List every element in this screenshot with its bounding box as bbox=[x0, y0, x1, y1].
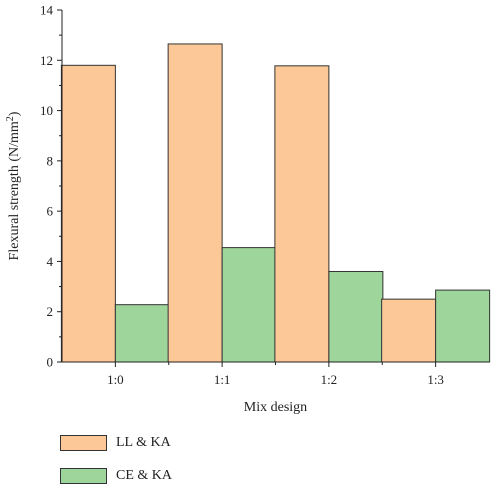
y-tick-label: 2 bbox=[47, 304, 54, 319]
legend-label-ll-ka: LL & KA bbox=[116, 435, 171, 450]
x-tick-label: 1:2 bbox=[321, 372, 338, 387]
y-tick-label: 10 bbox=[40, 103, 53, 118]
bar-ll-ka-2 bbox=[167, 43, 223, 363]
x-axis-ticks: 1:0 1:1 1:2 1:3 bbox=[107, 362, 444, 387]
bar-ll-ka-3 bbox=[274, 65, 330, 363]
x-tick-label: 1:1 bbox=[214, 372, 231, 387]
bar-ce-ka-4 bbox=[435, 289, 491, 363]
bar-ce-ka-3 bbox=[328, 270, 384, 363]
legend-item-ll-ka: LL & KA bbox=[60, 433, 172, 453]
y-tick-label: 6 bbox=[47, 204, 54, 219]
bar-ce-ka-2 bbox=[221, 247, 277, 363]
legend: LL & KA CE & KA bbox=[60, 433, 172, 499]
y-tick-label: 4 bbox=[47, 254, 54, 269]
bar-ll-ka-1 bbox=[60, 64, 116, 363]
y-tick-label: 14 bbox=[40, 3, 54, 18]
bar-ll-ka-4 bbox=[381, 298, 437, 363]
y-axis-title-close: ) bbox=[7, 111, 22, 116]
y-axis-title-superscript: 2 bbox=[5, 116, 16, 121]
legend-label-ce-ka: CE & KA bbox=[116, 468, 172, 483]
y-axis-ticks: 0 2 4 6 8 10 12 14 bbox=[40, 3, 62, 370]
x-tick-label: 1:0 bbox=[107, 372, 124, 387]
y-axis-title-main: Flexural strength (N/mm bbox=[7, 121, 22, 260]
legend-item-ce-ka: CE & KA bbox=[60, 466, 172, 486]
x-axis-title: Mix design bbox=[244, 400, 307, 415]
legend-swatch-ce-ka bbox=[60, 468, 107, 484]
y-tick-label: 0 bbox=[47, 355, 54, 370]
y-tick-label: 8 bbox=[47, 153, 54, 168]
y-tick-label: 12 bbox=[40, 53, 53, 68]
legend-swatch-ll-ka bbox=[60, 435, 107, 451]
bar-ce-ka-1 bbox=[114, 304, 170, 363]
x-tick-label: 1:3 bbox=[427, 372, 444, 387]
bar-chart: 0 2 4 6 8 10 12 14 1:0 1:1 1:2 1:3 Mix design Flex… bbox=[5, 3, 491, 415]
y-axis-title: Flexural strength (N/mm2) bbox=[5, 111, 23, 260]
bars bbox=[60, 43, 491, 363]
